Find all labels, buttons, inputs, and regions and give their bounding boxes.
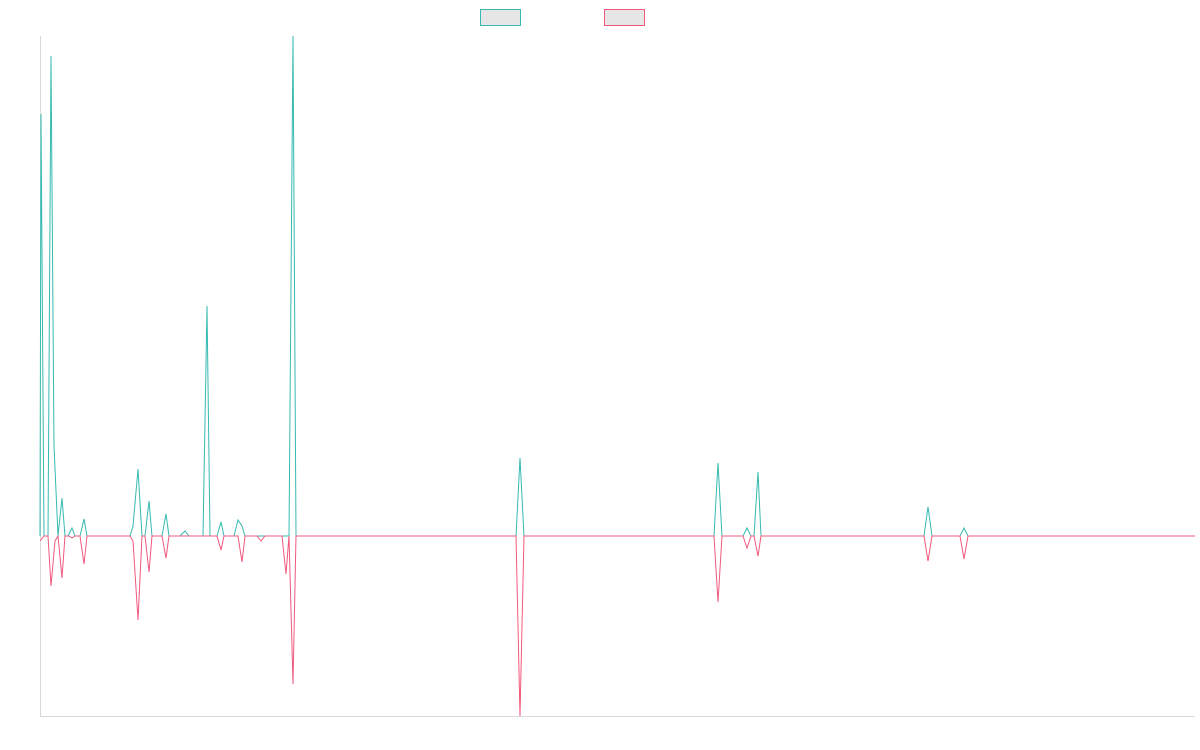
series-line [39, 35, 1195, 537]
legend-swatch[interactable] [604, 9, 645, 26]
legend [480, 9, 645, 26]
plot-area [39, 35, 1195, 717]
series-line [39, 534, 1195, 717]
legend-swatch[interactable] [480, 9, 521, 26]
